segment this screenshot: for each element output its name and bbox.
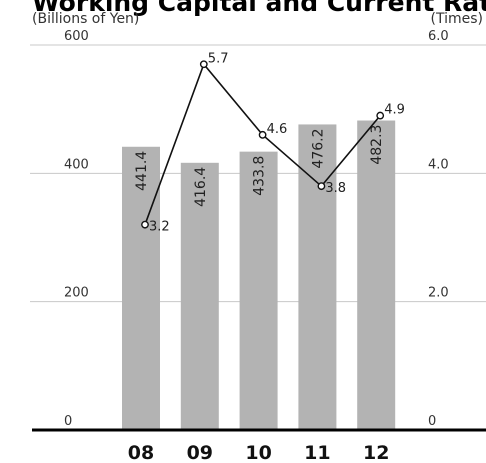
ratio-point (258, 130, 267, 139)
ratio-point (317, 182, 326, 191)
left-tick-label: 200 (64, 286, 89, 301)
right-tick-label: 6.0 (428, 29, 449, 44)
right-axis-unit: (Times) (431, 11, 483, 27)
line-layer: 3.2 5.7 4.6 3.8 4.9 (141, 51, 405, 235)
left-tick-label: 600 (64, 29, 89, 44)
bar-layer: 441.4 416.4 433.8 476.2 482.3 (122, 120, 396, 431)
ratio-point (376, 111, 385, 120)
bar-value-label: 476.2 (310, 128, 326, 168)
bar-value-label: 441.4 (134, 151, 150, 191)
category-label: 10 (245, 442, 271, 463)
ratio-value-label: 5.7 (208, 51, 229, 66)
ratio-value-label: 3.2 (149, 220, 170, 235)
ratio-value-label: 3.8 (325, 181, 346, 196)
left-axis-unit: (Billions of Yen) (32, 11, 139, 27)
ratio-point (141, 220, 149, 229)
ratio-point (199, 60, 208, 69)
category-label: 12 (363, 442, 389, 463)
ratio-value-label: 4.9 (384, 103, 405, 118)
left-tick-label: 400 (64, 157, 89, 172)
right-tick-label: 4.0 (428, 157, 449, 172)
bar-value-label: 482.3 (369, 125, 385, 165)
right-tick-label: 2.0 (428, 286, 449, 301)
category-label: 11 (304, 442, 330, 463)
bar-value-label: 416.4 (193, 167, 209, 207)
right-tick-label: 0 (428, 414, 436, 429)
bar (180, 162, 219, 430)
bar (239, 151, 278, 430)
axis-layer: 0 0 200 2.0 400 4.0 600 6.0 08 09 10 11 12 (32, 29, 486, 463)
category-label: 08 (128, 442, 154, 463)
chart-title: Working Capital and Current Ratio (32, 0, 486, 17)
bar (357, 120, 396, 430)
left-tick-label: 0 (64, 414, 72, 429)
category-label: 09 (187, 442, 213, 463)
ratio-value-label: 4.6 (267, 122, 288, 137)
bar (122, 146, 160, 431)
bar-value-label: 433.8 (252, 156, 268, 196)
